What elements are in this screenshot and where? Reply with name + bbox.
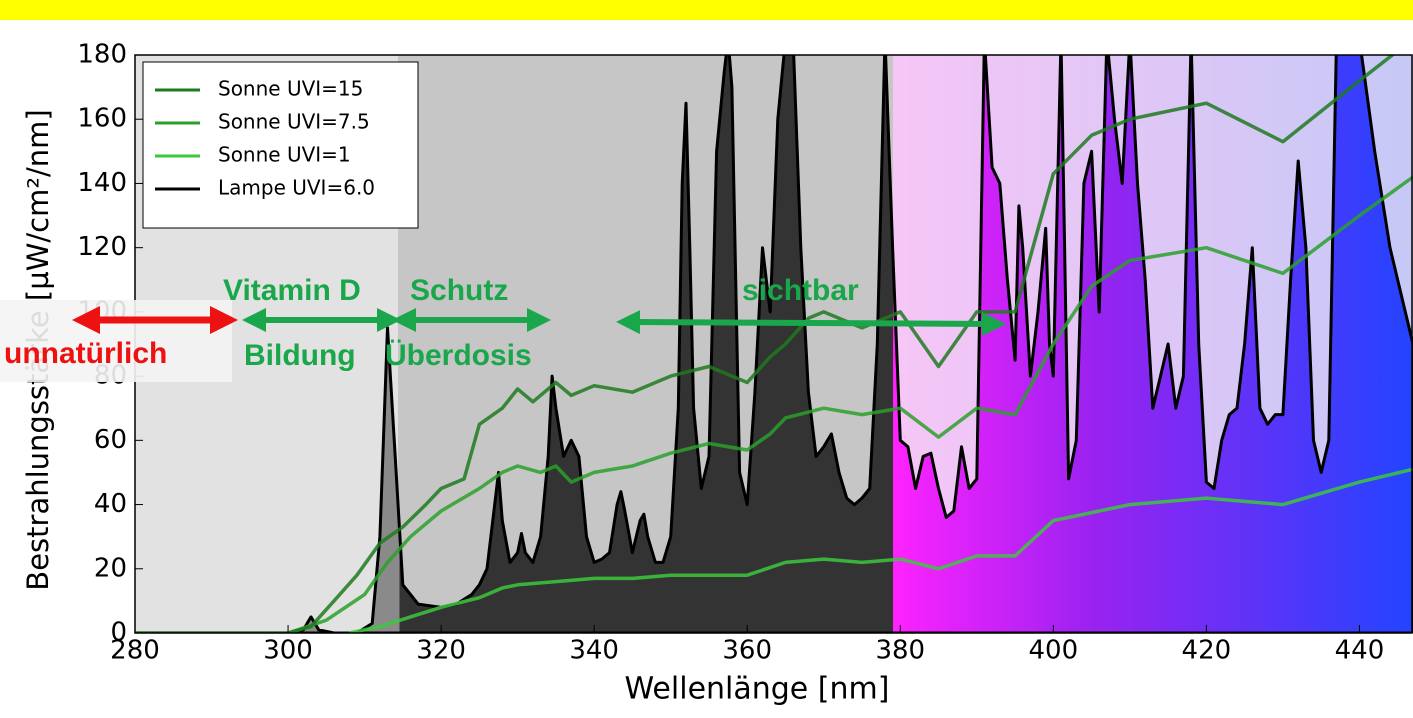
annotation: unnatürlich bbox=[4, 337, 167, 370]
x-tick-label: 400 bbox=[1029, 636, 1079, 666]
lamp-area bbox=[135, 55, 1413, 633]
x-tick-label: 320 bbox=[416, 636, 466, 666]
x-tick-label: 420 bbox=[1182, 636, 1232, 666]
y-tick-label: 180 bbox=[77, 40, 127, 70]
sun-line bbox=[135, 55, 1396, 633]
x-tick-label: 360 bbox=[722, 636, 772, 666]
y-tick-label: 40 bbox=[94, 489, 127, 519]
arrows bbox=[72, 306, 1006, 336]
y-tick-label: 0 bbox=[110, 618, 127, 648]
x-tick-label: 340 bbox=[569, 636, 619, 666]
legend-label: Sonne UVI=1 bbox=[218, 143, 351, 167]
sun-line bbox=[287, 175, 1413, 633]
legend: Sonne UVI=15 Sonne UVI=7.5 Sonne UVI=1 Lamp… bbox=[142, 61, 419, 229]
plot-area bbox=[135, 55, 1413, 633]
x-tick-label: 380 bbox=[875, 636, 925, 666]
x-tick-label: 440 bbox=[1335, 636, 1385, 666]
axes: 2803003203403603804004204400204060801001… bbox=[77, 40, 1384, 666]
y-tick-label: 160 bbox=[77, 104, 127, 134]
y-tick-label: 20 bbox=[94, 553, 127, 583]
y-tick-label: 140 bbox=[77, 168, 127, 198]
annotation: Bildung bbox=[244, 339, 356, 372]
annotation: sichtbar bbox=[742, 274, 859, 307]
top-banner bbox=[0, 0, 1413, 20]
annotation: Vitamin D bbox=[223, 274, 361, 307]
arrow bbox=[616, 310, 1006, 336]
y-tick-label: 120 bbox=[77, 232, 127, 262]
x-tick-label: 280 bbox=[110, 636, 160, 666]
annotation: Schutz bbox=[410, 274, 508, 307]
legend-label: Lampe UVI=6.0 bbox=[218, 176, 375, 200]
annotations: Vitamin D Bildung Schutz Überdosis sichtbar u… bbox=[4, 274, 859, 372]
legend-label: Sonne UVI=15 bbox=[218, 77, 363, 101]
sun-line bbox=[348, 467, 1413, 633]
x-tick-label: 300 bbox=[263, 636, 313, 666]
y-tick-label: 60 bbox=[94, 425, 127, 455]
x-axis-label: Wellenlänge [nm] bbox=[625, 672, 890, 707]
annotation: Überdosis bbox=[385, 339, 532, 372]
legend-label: Sonne UVI=7.5 bbox=[218, 110, 370, 134]
